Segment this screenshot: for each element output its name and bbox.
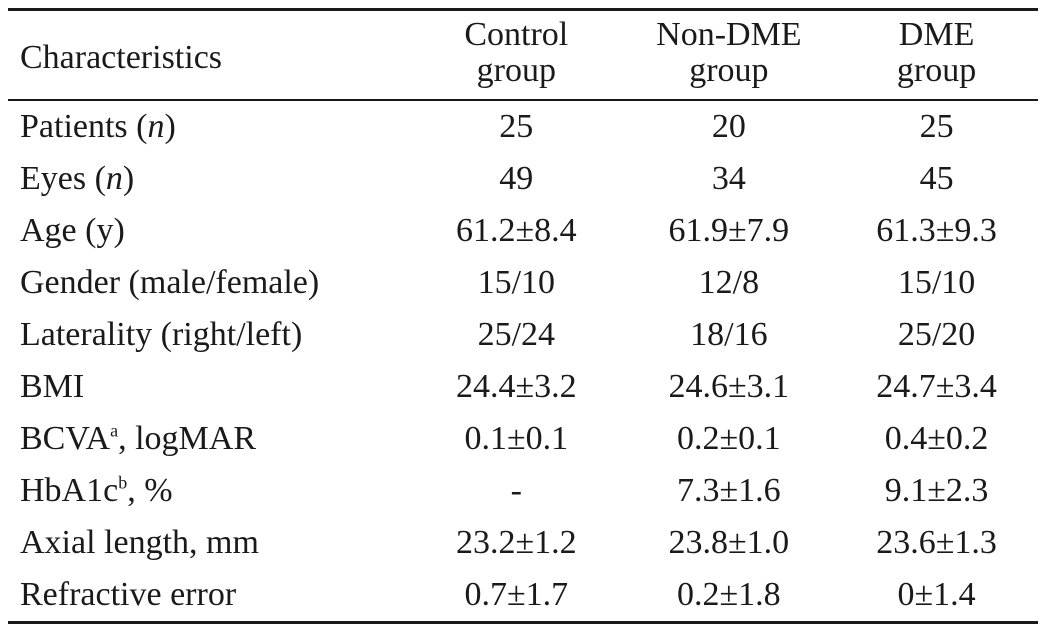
row-label-label-pre: BCVA: [20, 420, 111, 457]
row-label-label-italic: n: [105, 160, 123, 197]
table-row: Age (y) 61.2±8.4 61.9±7.9 61.3±9.3: [8, 205, 1038, 257]
row-label: BMI: [8, 361, 410, 413]
row-value: 23.8±1.0: [668, 524, 790, 561]
row-value: 24.7±3.4: [876, 368, 997, 405]
row-value: 25/20: [897, 316, 976, 353]
row-label: BCVAa, logMAR: [8, 413, 410, 465]
row-label-label-pre: Axial length, mm: [20, 524, 259, 561]
row-value: 61.2±8.4: [455, 212, 577, 249]
table-body: Patients (n) 25 20 25 Eyes (n) 49 34 45 Age (y) 6…: [8, 100, 1038, 624]
row-value: 0.2±0.1: [677, 420, 781, 457]
row-label-label-tail: , %: [127, 472, 173, 509]
row-label-label-pre: Eyes (: [20, 160, 106, 197]
row-value: 45: [919, 160, 954, 197]
row-value: 24.6±3.1: [668, 368, 790, 405]
table-row: Laterality (right/left) 25/24 18/16 25/20: [8, 309, 1038, 361]
row-label-label-pre: Laterality (right/left): [20, 316, 303, 353]
row-label-label-pre: HbA1c: [20, 472, 119, 509]
row-label: Gender (male/female): [8, 257, 410, 309]
header-characteristics: Characteristics: [8, 8, 411, 101]
row-value: 0.4±0.2: [884, 420, 989, 457]
table-row: Refractive error 0.7±1.7 0.2±1.8 0±1.4: [8, 569, 1038, 624]
row-label-sup: b: [118, 472, 128, 493]
row-value: 25/24: [477, 316, 556, 353]
row-value: 15/10: [477, 264, 556, 301]
header-row: Characteristics Control group Non-DME gr…: [8, 8, 1038, 101]
row-value: 23.2±1.2: [455, 524, 577, 561]
header-dme-line1: DME: [898, 16, 975, 53]
table-row: BMI 24.4±3.2 24.6±3.1 24.7±3.4: [8, 361, 1038, 413]
header-control-group: Control group: [410, 8, 623, 101]
row-label: Laterality (right/left): [8, 309, 410, 361]
table-row: Patients (n) 25 20 25: [8, 100, 1038, 153]
row-label: HbA1cb, %: [8, 465, 410, 517]
row-label: Eyes (n): [8, 153, 410, 205]
header-dme-line2: group: [896, 52, 977, 89]
table-row: Eyes (n) 49 34 45: [8, 153, 1038, 205]
row-value: 7.3±1.6: [677, 472, 781, 509]
row-value: 9.1±2.3: [884, 472, 989, 509]
header-control-line1: Control: [464, 16, 569, 53]
header-control-line2: group: [476, 52, 556, 89]
row-label-label-pre: Age (y): [20, 212, 125, 249]
row-value: 61.3±9.3: [876, 212, 997, 249]
table-header: Characteristics Control group Non-DME gr…: [8, 8, 1038, 101]
row-value: 12/8: [698, 264, 760, 301]
row-label-label-pre: Gender (male/female): [20, 264, 320, 301]
row-label-sup: a: [110, 420, 119, 441]
table-row: HbA1cb, % - 7.3±1.6 9.1±2.3: [8, 465, 1038, 517]
header-nondme-line2: group: [689, 52, 769, 89]
table-row: BCVAa, logMAR 0.1±0.1 0.2±0.1 0.4±0.2: [8, 413, 1038, 465]
row-value: 49: [499, 160, 534, 197]
row-label: Age (y): [8, 205, 410, 257]
row-value: 34: [711, 160, 746, 197]
row-value: 18/16: [690, 316, 768, 353]
table-row: Axial length, mm 23.2±1.2 23.8±1.0 23.6±1.3: [8, 517, 1038, 569]
row-value: 25: [919, 108, 954, 145]
row-label: Axial length, mm: [8, 517, 410, 569]
row-value: 20: [711, 108, 746, 145]
row-value: 24.4±3.2: [455, 368, 577, 405]
row-value: 0±1.4: [835, 569, 1038, 624]
row-label-label-pre: Patients (: [20, 108, 148, 145]
header-dme-group: DME group: [835, 8, 1038, 101]
header-nondme-line1: Non-DME: [656, 16, 802, 53]
row-label: Patients (n): [8, 100, 410, 153]
row-label-label-post: ): [164, 108, 176, 145]
row-value: 61.9±7.9: [668, 212, 790, 249]
row-label-label-pre: Refractive error: [20, 576, 237, 613]
table-row: Gender (male/female) 15/10 12/8 15/10: [8, 257, 1038, 309]
row-value: -: [510, 472, 522, 509]
row-value: 23.6±1.3: [876, 524, 997, 561]
row-value: 0.7±1.7: [410, 569, 623, 624]
row-label-label-italic: n: [147, 108, 165, 145]
row-label: Refractive error: [8, 569, 411, 624]
row-value: 0.2±1.8: [622, 569, 836, 624]
row-value: 15/10: [897, 264, 976, 301]
row-value: 0.1±0.1: [464, 420, 569, 457]
row-label-label-tail: , logMAR: [118, 420, 257, 457]
row-value: 25: [499, 108, 534, 145]
row-label-label-pre: BMI: [20, 368, 85, 405]
header-nondme-group: Non-DME group: [622, 8, 836, 101]
characteristics-table: Characteristics Control group Non-DME gr…: [8, 8, 1038, 624]
row-label-label-post: ): [122, 160, 135, 197]
